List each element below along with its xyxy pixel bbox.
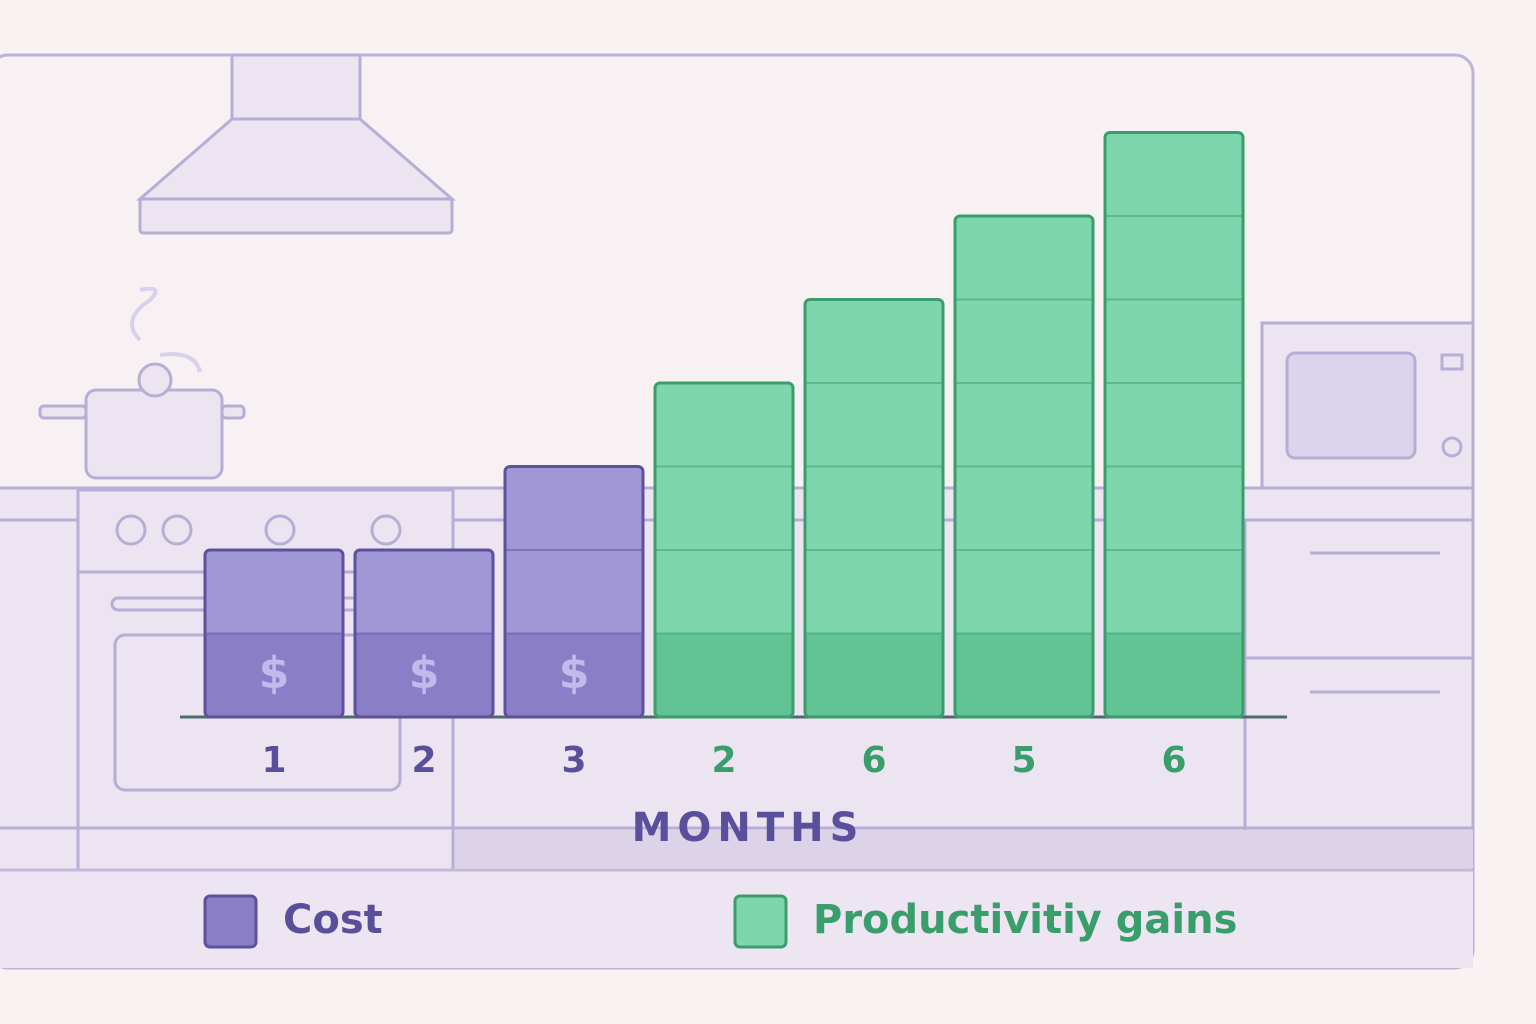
- bar: [805, 299, 943, 717]
- bar-outline: [503, 465, 645, 719]
- x-tick-label: 6: [1161, 740, 1186, 781]
- bar-outline: [203, 548, 345, 719]
- legend-swatch: [203, 894, 258, 949]
- legend-label: Productivitiy gains: [813, 897, 1237, 943]
- x-tick-label: 3: [561, 740, 586, 781]
- x-tick-label: 2: [411, 740, 436, 781]
- bar-outline: [653, 381, 795, 719]
- bar-base-segment: [955, 633, 1093, 717]
- bar-outline: [1103, 131, 1245, 719]
- legend-swatch: [733, 894, 788, 949]
- bar-base-segment: [805, 633, 943, 717]
- bar-symbol: $: [559, 647, 590, 698]
- x-tick-label: 1: [261, 740, 286, 781]
- x-tick-label: 5: [1011, 740, 1036, 781]
- bar-base-segment: [1105, 633, 1243, 717]
- bar-base-segment: [355, 633, 493, 717]
- x-tick-label: 6: [861, 740, 886, 781]
- bar: [1105, 132, 1243, 717]
- bar-symbol: $: [259, 647, 290, 698]
- bar-base-segment: [205, 633, 343, 717]
- x-axis-label: MONTHS: [632, 805, 865, 851]
- bar-outline: [803, 298, 945, 719]
- bar-outline: [353, 548, 495, 719]
- bar-symbol: $: [409, 647, 440, 698]
- bar-base-segment: [505, 633, 643, 717]
- legend-label: Cost: [283, 897, 383, 943]
- x-tick-label: 2: [711, 740, 736, 781]
- bar-outline: [953, 214, 1095, 719]
- bar-base-segment: [655, 633, 793, 717]
